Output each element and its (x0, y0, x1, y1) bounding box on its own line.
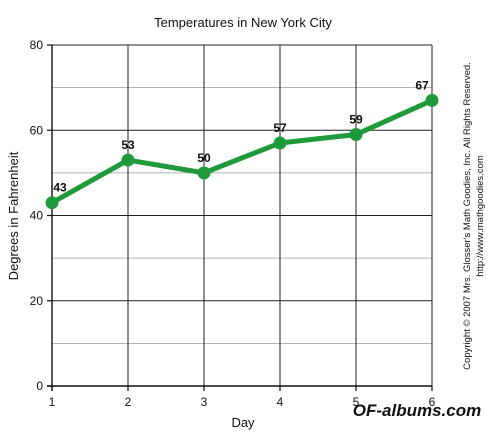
y-tick-label: 60 (30, 123, 44, 137)
x-tick-label: 3 (201, 395, 208, 409)
y-tick-label: 0 (36, 379, 43, 393)
chart-title: Temperatures in New York City (154, 15, 332, 30)
data-labels: 43 53 50 57 59 67 (53, 78, 429, 194)
data-label: 57 (273, 121, 287, 135)
copyright-line-2: http://www.mathgoodies.com (475, 155, 486, 277)
x-tick-labels: 1 2 3 4 5 6 (49, 395, 436, 409)
data-point (425, 93, 439, 107)
data-point (273, 136, 287, 150)
x-axis-label: Day (231, 415, 255, 430)
data-point (121, 153, 135, 167)
series-line (49, 97, 435, 206)
data-label: 53 (121, 138, 135, 152)
major-grid (52, 44, 433, 386)
data-point (45, 196, 59, 210)
data-label: 59 (349, 113, 363, 127)
watermark: OF-albums.com (353, 401, 481, 420)
data-label: 67 (415, 78, 429, 92)
copyright-line-1: Copyright © 2007 Mrs. Glosser's Math Goo… (462, 62, 473, 370)
y-tick-label: 40 (30, 209, 44, 223)
y-tick-label: 20 (30, 294, 44, 308)
minor-grid (52, 87, 432, 344)
data-label: 50 (197, 151, 211, 165)
x-tick-label: 1 (49, 395, 56, 409)
data-point (197, 166, 211, 180)
x-tick-label: 5 (353, 395, 360, 409)
y-axis-label: Degrees in Fahrenheit (6, 151, 21, 280)
y-tick-label: 80 (30, 38, 44, 52)
x-tick-label: 2 (125, 395, 132, 409)
x-tick-label: 4 (277, 395, 284, 409)
x-tick-label: 6 (429, 395, 436, 409)
axes (47, 44, 433, 391)
data-label: 43 (53, 181, 67, 195)
y-tick-labels: 0 20 40 60 80 (30, 38, 44, 393)
data-point (349, 128, 363, 142)
series-layer (45, 93, 439, 210)
